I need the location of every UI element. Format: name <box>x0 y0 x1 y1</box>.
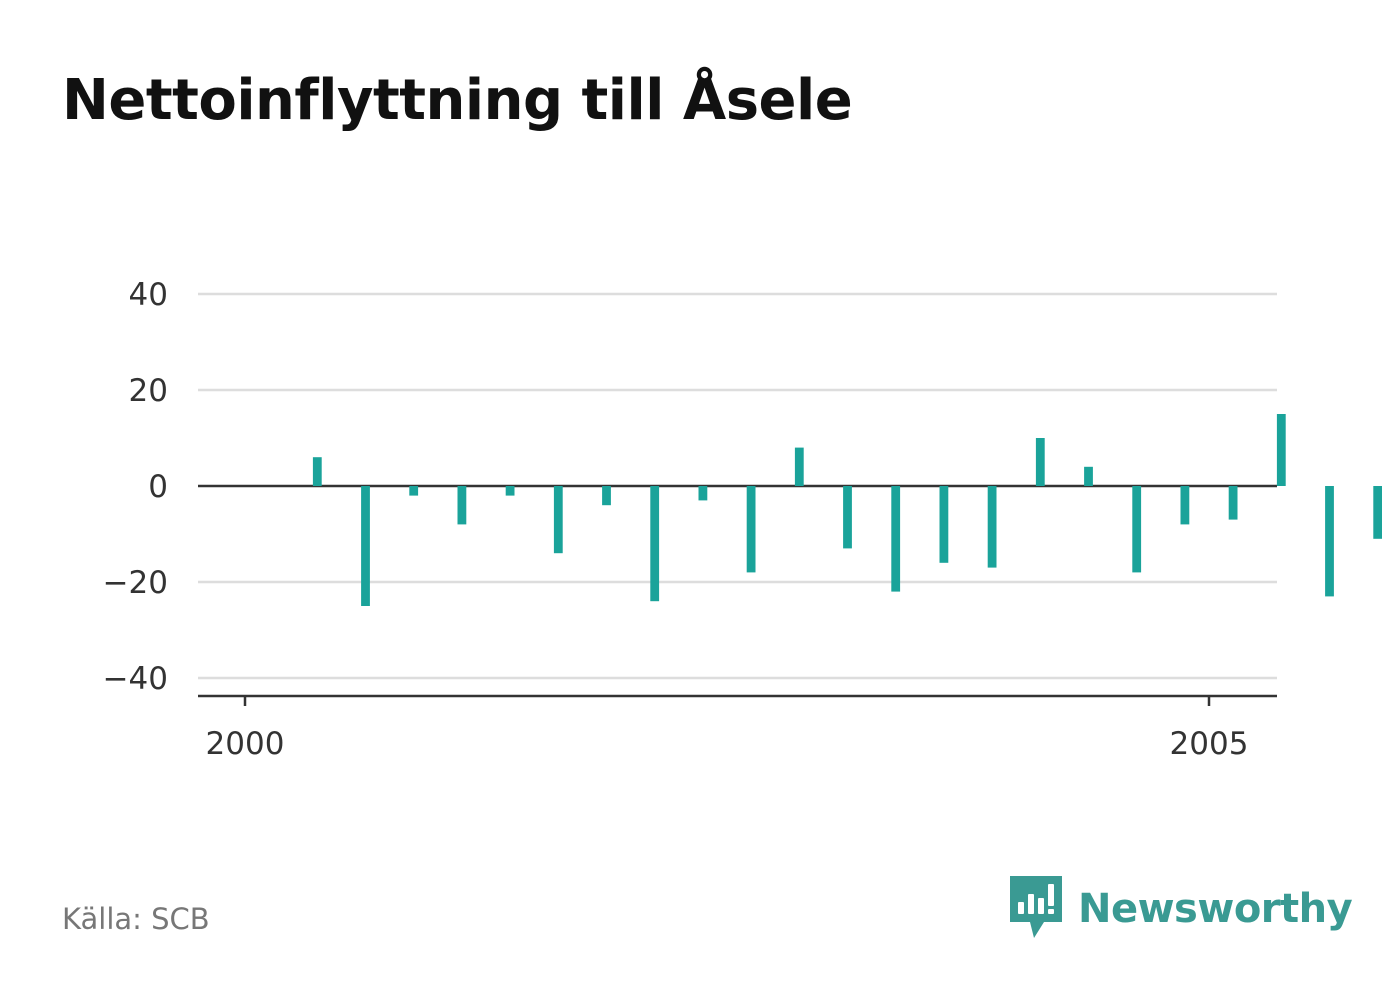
bar <box>505 486 515 496</box>
bar <box>891 486 901 592</box>
newsworthy-logo-icon <box>1010 876 1062 938</box>
brand-name: Newsworthy <box>1078 886 1353 932</box>
bar <box>312 457 322 486</box>
bars <box>312 414 1382 606</box>
bar <box>1276 414 1286 486</box>
bar <box>1325 486 1334 597</box>
page-title: Nettoinflyttning till Åsele <box>62 68 853 133</box>
bar <box>987 486 997 568</box>
bar <box>650 486 660 602</box>
bar <box>553 486 563 554</box>
gridlines <box>198 292 1277 680</box>
bar <box>1228 486 1238 520</box>
bar <box>1373 486 1382 539</box>
y-tick-label: 40 <box>129 277 168 313</box>
y-tick-label: −40 <box>103 661 168 697</box>
y-tick-label: 0 <box>148 469 168 505</box>
y-tick-label: −20 <box>103 565 168 601</box>
bar <box>1132 486 1142 573</box>
bar <box>746 486 756 573</box>
x-tick-label: 2005 <box>1170 726 1249 762</box>
source-note: Källa: SCB <box>62 902 210 936</box>
bar <box>361 486 370 606</box>
x-tick-label: 2000 <box>206 726 285 762</box>
bar <box>939 486 949 563</box>
y-axis-labels: 40 20 0 −20 −40 <box>103 277 168 697</box>
bar <box>843 486 852 549</box>
brand-logo: Newsworthy <box>1010 876 1353 942</box>
bar <box>1084 466 1093 486</box>
bar <box>602 486 611 506</box>
bar <box>1180 486 1190 525</box>
x-axis-ticks: 200020052010201520202025 <box>206 696 1249 762</box>
bar <box>409 486 419 496</box>
y-tick-label: 20 <box>129 373 168 409</box>
bar <box>457 486 467 525</box>
bar <box>698 486 708 501</box>
bar <box>1035 438 1045 486</box>
bar <box>794 447 804 486</box>
